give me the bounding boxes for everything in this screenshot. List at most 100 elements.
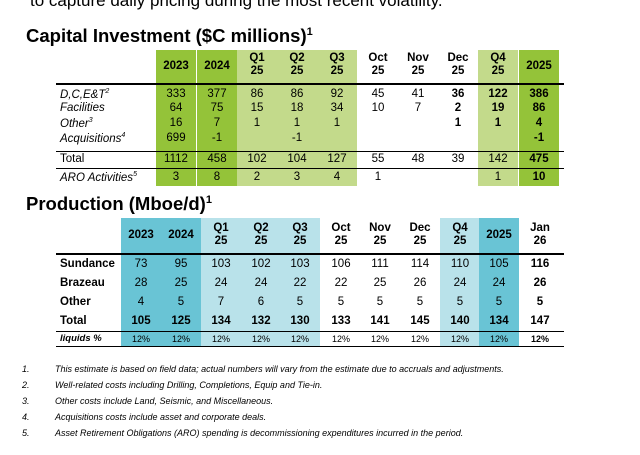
footnote-number: 5. bbox=[22, 428, 30, 438]
capital-cell: 48 bbox=[411, 153, 425, 165]
production-col-header: Q1 25 bbox=[213, 222, 229, 247]
capital-col-header: 2023 bbox=[163, 60, 189, 72]
production-col-header: Jan 26 bbox=[530, 222, 550, 247]
production-cell: 105 bbox=[131, 315, 151, 327]
production-cell: 12% bbox=[131, 334, 150, 344]
production-col-header: Q2 25 bbox=[253, 222, 269, 247]
production-cell: 22 bbox=[334, 277, 348, 289]
footnote-number: 1. bbox=[22, 364, 30, 374]
production-col-header: 2025 bbox=[486, 229, 512, 241]
production-cell: 111 bbox=[371, 258, 389, 270]
production-cell: 26 bbox=[413, 277, 427, 289]
capital-shade-col bbox=[317, 50, 357, 186]
production-col-header: 2024 bbox=[168, 229, 194, 241]
capital-cell: -1 bbox=[211, 132, 223, 144]
production-row-label: liquids % bbox=[60, 333, 102, 344]
footnote-number: 3. bbox=[22, 396, 30, 406]
capital-cell: 19 bbox=[491, 102, 505, 114]
capital-cell: 7 bbox=[213, 117, 221, 129]
production-cell: 4 bbox=[137, 296, 145, 308]
production-cell: 28 bbox=[134, 277, 148, 289]
capital-cell: 1 bbox=[374, 171, 382, 183]
capital-cell: 45 bbox=[371, 88, 385, 100]
capital-row-label: Facilities bbox=[60, 102, 105, 114]
capital-cell: 86 bbox=[250, 88, 264, 100]
capital-cell: 1 bbox=[333, 117, 341, 129]
production-cell: 95 bbox=[174, 258, 188, 270]
capital-cell: 2 bbox=[253, 171, 261, 183]
capital-cell: 10 bbox=[371, 102, 385, 114]
production-shade-col bbox=[241, 218, 281, 347]
capital-cell: 2 bbox=[454, 102, 462, 114]
production-cell: 114 bbox=[410, 258, 430, 270]
production-cell: 12% bbox=[211, 334, 230, 344]
production-header-rule bbox=[56, 253, 564, 255]
production-cell: 12% bbox=[331, 334, 350, 344]
capital-cell: 1 bbox=[494, 171, 502, 183]
footnote-text: Well-related costs including Drilling, C… bbox=[55, 380, 323, 390]
capital-cell: 386 bbox=[529, 88, 549, 100]
capital-cell: 3 bbox=[172, 171, 180, 183]
production-cell: 132 bbox=[251, 315, 271, 327]
production-cell: 134 bbox=[211, 315, 231, 327]
capital-cell: 1112 bbox=[164, 153, 188, 165]
capital-cell: 39 bbox=[451, 153, 465, 165]
production-cell: 5 bbox=[536, 296, 544, 308]
production-cell: 125 bbox=[171, 315, 191, 327]
production-cell: 102 bbox=[251, 258, 271, 270]
footnote-number: 2. bbox=[22, 380, 30, 390]
capital-cell: 18 bbox=[290, 102, 304, 114]
production-cell: 105 bbox=[489, 258, 509, 270]
capital-shade-col bbox=[478, 50, 518, 186]
production-liquids-rule bbox=[56, 331, 564, 332]
footnote-text: Other costs include Land, Seismic, and M… bbox=[55, 396, 274, 406]
production-cell: 141 bbox=[370, 315, 390, 327]
capital-cell: 86 bbox=[532, 102, 546, 114]
capital-title: Capital Investment ($C millions)1 bbox=[26, 25, 313, 46]
capital-cell: 102 bbox=[247, 153, 267, 165]
capital-col-header: Q1 25 bbox=[249, 52, 265, 77]
production-col-header: Nov 25 bbox=[369, 222, 391, 247]
capital-shade-col bbox=[237, 50, 277, 186]
capital-total-rule bbox=[56, 151, 564, 152]
production-cell: 24 bbox=[214, 277, 228, 289]
capital-shade-col bbox=[519, 50, 559, 186]
capital-total-rule bbox=[56, 168, 564, 169]
production-col-header: Q3 25 bbox=[292, 222, 308, 247]
capital-shade-col bbox=[277, 50, 317, 186]
production-col-header: Q4 25 bbox=[452, 222, 468, 247]
capital-cell: 10 bbox=[532, 171, 546, 183]
capital-cell: 475 bbox=[529, 153, 549, 165]
production-cell: 5 bbox=[337, 296, 345, 308]
production-cell: 12% bbox=[489, 334, 508, 344]
production-col-header: Oct 25 bbox=[331, 222, 351, 247]
capital-row-label: Acquisitions4 bbox=[60, 132, 126, 145]
capital-shade-col bbox=[156, 50, 196, 186]
production-cell: 133 bbox=[331, 315, 351, 327]
capital-cell: 75 bbox=[210, 102, 224, 114]
capital-cell: 4 bbox=[535, 117, 543, 129]
production-col-header: 2023 bbox=[128, 229, 154, 241]
capital-row-label: ARO Activities5 bbox=[60, 171, 137, 184]
production-cell: 147 bbox=[530, 315, 550, 327]
production-row-label: Brazeau bbox=[60, 277, 105, 289]
capital-col-header: Q2 25 bbox=[289, 52, 305, 77]
capital-cell: 4 bbox=[333, 171, 341, 183]
capital-row-label: D,C,E&T2 bbox=[60, 88, 110, 101]
capital-cell: 64 bbox=[169, 102, 183, 114]
production-cell: 110 bbox=[450, 258, 470, 270]
production-cell: 134 bbox=[489, 315, 509, 327]
production-cell: 5 bbox=[296, 296, 304, 308]
capital-cell: 127 bbox=[327, 153, 347, 165]
capital-col-header: Nov 25 bbox=[407, 52, 429, 77]
production-shade-col bbox=[161, 218, 201, 347]
capital-cell: 7 bbox=[414, 102, 422, 114]
production-cell: 5 bbox=[456, 296, 464, 308]
production-cell: 5 bbox=[416, 296, 424, 308]
production-cell: 12% bbox=[290, 334, 309, 344]
capital-cell: 142 bbox=[488, 153, 508, 165]
capital-cell: 699 bbox=[166, 132, 186, 144]
capital-cell: 86 bbox=[290, 88, 304, 100]
production-bottom-rule bbox=[56, 346, 564, 347]
capital-cell: 41 bbox=[411, 88, 425, 100]
